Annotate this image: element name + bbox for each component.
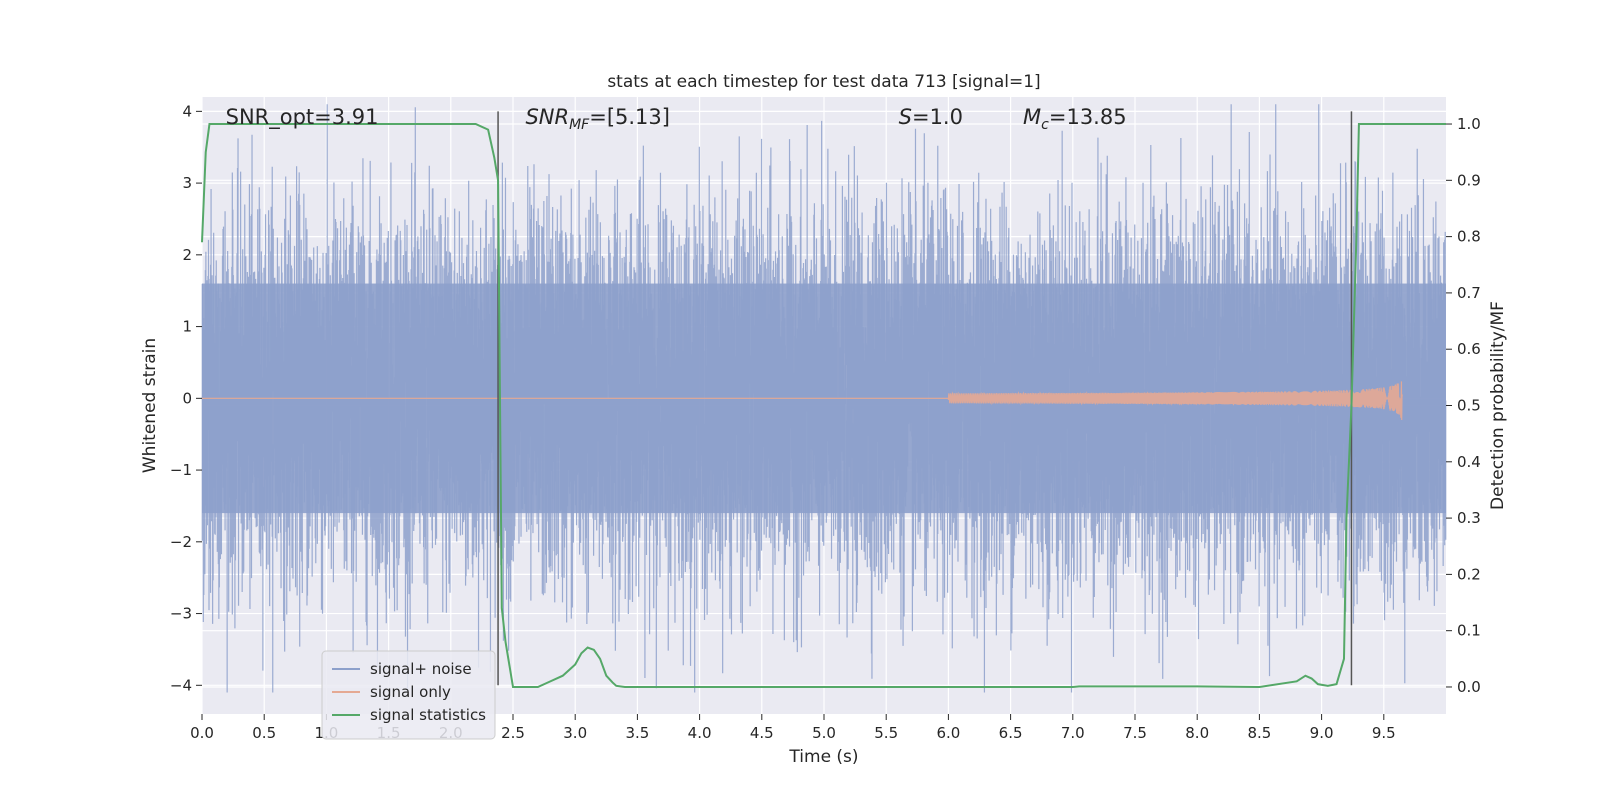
x-tick-label: 4.0 xyxy=(688,724,712,742)
y-axis-label: Whitened strain xyxy=(140,338,160,473)
y-right-tick-label: 0.1 xyxy=(1457,622,1481,640)
annotation-mc-val: Mc=13.85 xyxy=(1023,105,1127,133)
x-tick-label: 8.5 xyxy=(1247,724,1271,742)
annotations: SNR_opt=3.91 SNRMF=[5.13] S=1.0 Mc=13.85 xyxy=(226,105,1127,133)
legend: signal+ noise signal only signal statistic… xyxy=(321,650,496,740)
y-tick-label: −1 xyxy=(170,461,192,479)
legend-label: signal+ noise xyxy=(370,660,472,678)
y-right-tick-label: 0.6 xyxy=(1457,340,1481,358)
y-tick-label: −2 xyxy=(170,533,192,551)
y-tick-label: 4 xyxy=(182,102,192,120)
annotation-snr-mf: SNRMF=[5.13] xyxy=(525,105,670,133)
annotation-s-val: S=1.0 xyxy=(899,105,963,129)
legend-label: signal statistics xyxy=(370,706,486,724)
x-tick-label: 5.0 xyxy=(812,724,836,742)
y-right-tick-label: 0.3 xyxy=(1457,509,1481,527)
y-right-tick-label: 0.2 xyxy=(1457,565,1481,583)
y-right-tick-label: 1.0 xyxy=(1457,115,1481,133)
chirp-line xyxy=(947,381,1403,421)
y-right-tick-label: 0.7 xyxy=(1457,284,1481,302)
x-axis-label: Time (s) xyxy=(788,747,858,767)
series-signal-statistics xyxy=(201,123,1446,688)
legend-label: signal only xyxy=(370,683,451,701)
x-tick-label: 0.0 xyxy=(190,724,214,742)
x-tick-label: 4.5 xyxy=(750,724,774,742)
x-tick-label: 0.5 xyxy=(252,724,276,742)
y-right-tick-label: 0.9 xyxy=(1457,171,1481,189)
plot-area xyxy=(201,97,1447,714)
y-tick-label: 3 xyxy=(182,174,192,192)
y-tick-label: 0 xyxy=(182,389,192,407)
y-right-tick-label: 0.4 xyxy=(1457,453,1481,471)
y-axis-right-label: Detection probability/MF xyxy=(1488,301,1508,510)
x-tick-label: 2.5 xyxy=(501,724,525,742)
statistics-line xyxy=(201,123,1446,688)
x-tick-label: 7.5 xyxy=(1123,724,1147,742)
y-tick-label: 2 xyxy=(182,246,192,264)
left-y-axis: −4 −3 −2 −1 0 1 2 3 4 xyxy=(170,102,202,694)
legend-box xyxy=(321,650,496,740)
right-y-axis: 0.0 0.1 0.2 0.3 0.4 0.5 0.6 0.7 0.8 0.9 1.0 xyxy=(1446,115,1481,696)
x-axis: 0.00.51.01.52.02.53.03.54.04.55.05.56.06… xyxy=(190,714,1396,742)
x-tick-label: 5.5 xyxy=(874,724,898,742)
y-tick-label: −3 xyxy=(170,605,192,623)
series-signal-only xyxy=(202,381,1403,421)
y-right-tick-label: 0.5 xyxy=(1457,397,1481,415)
y-right-tick-label: 0.8 xyxy=(1457,228,1481,246)
y-tick-label: −4 xyxy=(170,676,192,694)
x-tick-label: 7.0 xyxy=(1061,724,1085,742)
x-tick-label: 3.0 xyxy=(563,724,587,742)
annotation-snr-opt: SNR_opt=3.91 xyxy=(226,105,379,130)
x-tick-label: 3.5 xyxy=(625,724,649,742)
chart-title: stats at each timestep for test data 713… xyxy=(607,72,1040,92)
x-tick-label: 9.5 xyxy=(1372,724,1396,742)
y-tick-label: 1 xyxy=(182,318,192,336)
x-tick-label: 6.5 xyxy=(999,724,1023,742)
x-tick-label: 9.0 xyxy=(1310,724,1334,742)
y-right-tick-label: 0.0 xyxy=(1457,678,1481,696)
x-tick-label: 8.0 xyxy=(1185,724,1209,742)
x-tick-label: 6.0 xyxy=(936,724,960,742)
